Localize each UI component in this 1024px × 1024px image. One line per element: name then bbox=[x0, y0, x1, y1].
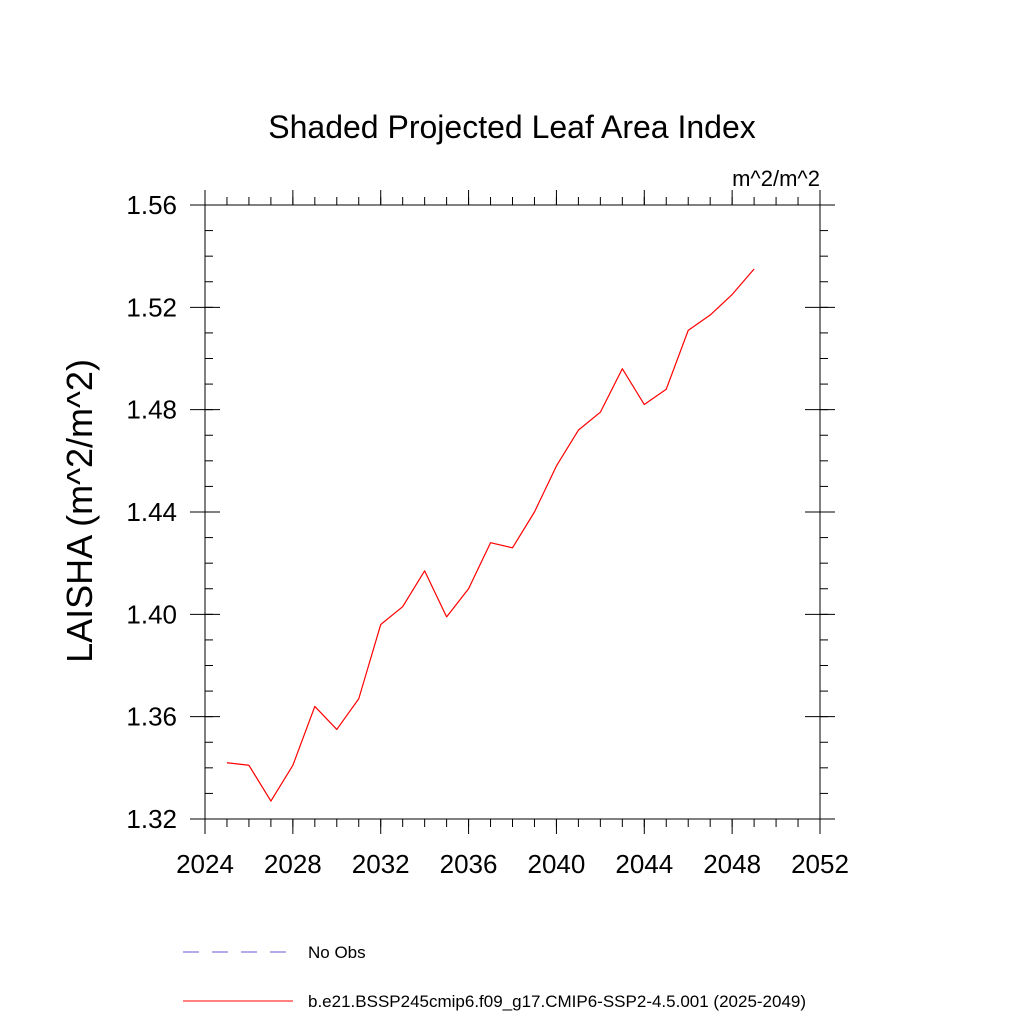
x-tick-label: 2044 bbox=[615, 849, 673, 879]
y-tick-label: 1.44 bbox=[126, 497, 177, 527]
y-tick-label: 1.56 bbox=[126, 190, 177, 220]
x-tick-label: 2040 bbox=[528, 849, 586, 879]
y-axis-label: LAISHA (m^2/m^2) bbox=[59, 359, 100, 663]
units-label: m^2/m^2 bbox=[732, 166, 820, 191]
x-tick-label: 2048 bbox=[703, 849, 761, 879]
x-tick-label: 2036 bbox=[440, 849, 498, 879]
plot-area-frame bbox=[204, 204, 821, 820]
chart-title: Shaded Projected Leaf Area Index bbox=[268, 109, 755, 145]
y-tick-label: 1.40 bbox=[126, 599, 177, 629]
legend: No Obs b.e21.BSSP245cmip6.f09_g17.CMIP6-S… bbox=[183, 943, 806, 1011]
x-tick-label: 2052 bbox=[791, 849, 849, 879]
y-tick-label: 1.52 bbox=[126, 292, 177, 322]
y-tick-label: 1.48 bbox=[126, 395, 177, 425]
y-tick-label: 1.36 bbox=[126, 702, 177, 732]
x-tick-label: 2032 bbox=[352, 849, 410, 879]
x-tick-label: 2028 bbox=[264, 849, 322, 879]
legend-label: No Obs bbox=[308, 943, 366, 962]
series-line bbox=[226, 268, 755, 802]
series-layer bbox=[226, 268, 755, 802]
x-tick-label: 2024 bbox=[176, 849, 234, 879]
legend-label: b.e21.BSSP245cmip6.f09_g17.CMIP6-SSP2-4.… bbox=[308, 992, 806, 1011]
y-tick-label: 1.32 bbox=[126, 804, 177, 834]
axis-tick-labels: 2024 2028 2032 2036 2040 2044 2048 2052 1.32 1.36… bbox=[126, 190, 849, 879]
